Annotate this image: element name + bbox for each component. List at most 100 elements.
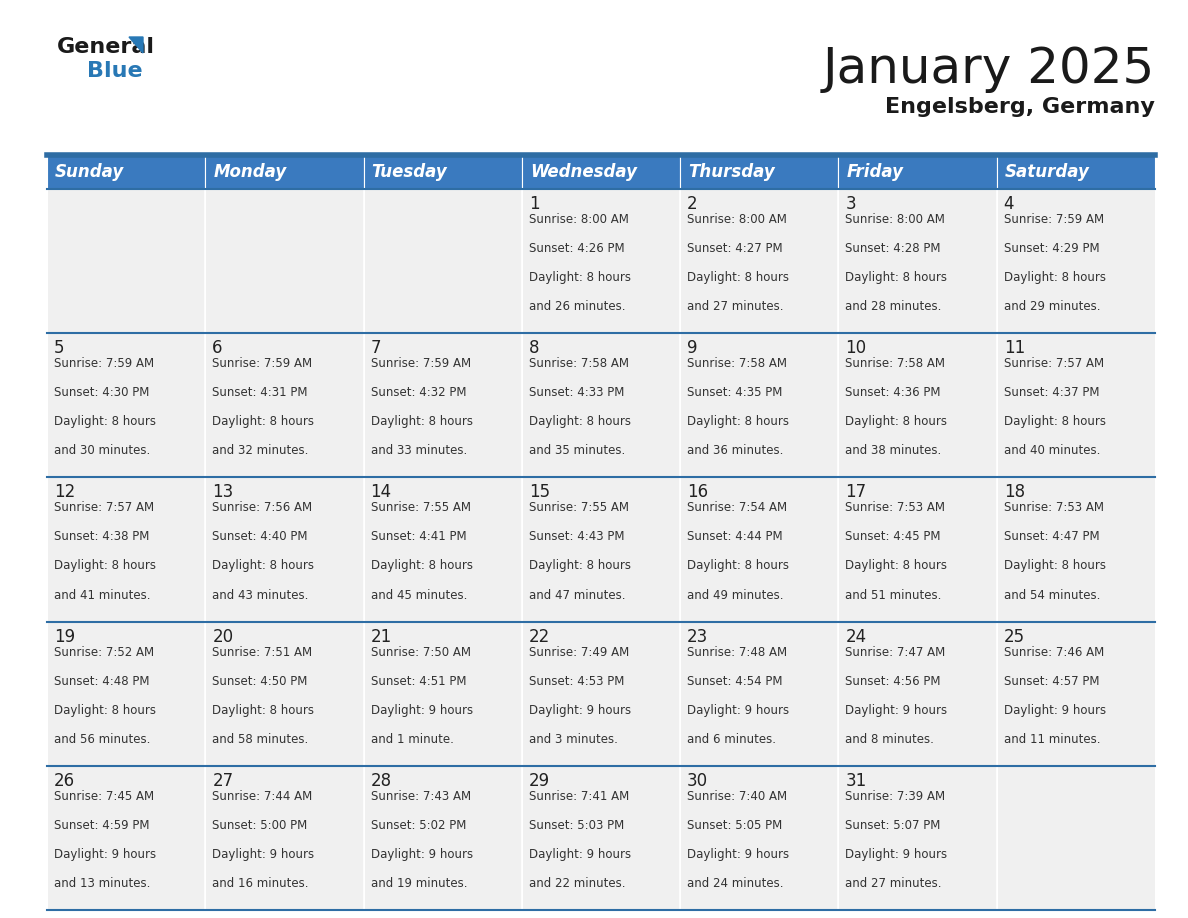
Text: 26: 26 (53, 772, 75, 789)
Bar (997, 333, 1155, 477)
Bar (364, 477, 522, 621)
Text: 21: 21 (371, 628, 392, 645)
Bar (522, 621, 681, 766)
Text: Sunrise: 7:58 AM: Sunrise: 7:58 AM (687, 357, 788, 370)
Text: Sunset: 4:26 PM: Sunset: 4:26 PM (529, 242, 625, 255)
Text: Engelsberg, Germany: Engelsberg, Germany (885, 97, 1155, 117)
Text: Sunset: 4:47 PM: Sunset: 4:47 PM (1004, 531, 1099, 543)
Bar (681, 477, 839, 621)
Text: Saturday: Saturday (1005, 163, 1089, 181)
Text: Sunrise: 7:57 AM: Sunrise: 7:57 AM (53, 501, 154, 514)
Text: Sunrise: 7:55 AM: Sunrise: 7:55 AM (529, 501, 628, 514)
Text: Sunset: 4:38 PM: Sunset: 4:38 PM (53, 531, 150, 543)
Text: 12: 12 (53, 484, 75, 501)
Text: and 36 minutes.: and 36 minutes. (687, 444, 784, 457)
Text: Daylight: 9 hours: Daylight: 9 hours (53, 848, 156, 861)
Text: and 45 minutes.: and 45 minutes. (371, 588, 467, 601)
Text: Daylight: 9 hours: Daylight: 9 hours (371, 704, 473, 717)
Text: Daylight: 8 hours: Daylight: 8 hours (846, 271, 947, 284)
Text: Daylight: 8 hours: Daylight: 8 hours (687, 415, 789, 429)
Bar (48, 333, 206, 477)
Bar (681, 155, 839, 189)
Text: and 38 minutes.: and 38 minutes. (846, 444, 942, 457)
Text: Sunset: 4:30 PM: Sunset: 4:30 PM (53, 386, 150, 399)
Text: Daylight: 8 hours: Daylight: 8 hours (213, 559, 315, 573)
Text: and 16 minutes.: and 16 minutes. (213, 877, 309, 890)
Text: Daylight: 8 hours: Daylight: 8 hours (846, 559, 947, 573)
Text: and 22 minutes.: and 22 minutes. (529, 877, 625, 890)
Text: Daylight: 9 hours: Daylight: 9 hours (213, 848, 315, 861)
Text: Daylight: 9 hours: Daylight: 9 hours (846, 848, 948, 861)
Text: Daylight: 8 hours: Daylight: 8 hours (371, 559, 473, 573)
Text: Sunset: 5:05 PM: Sunset: 5:05 PM (687, 819, 783, 832)
Text: Friday: Friday (846, 163, 903, 181)
Text: General: General (57, 37, 154, 57)
Text: 4: 4 (1004, 195, 1015, 213)
Text: Daylight: 9 hours: Daylight: 9 hours (529, 848, 631, 861)
Text: Daylight: 8 hours: Daylight: 8 hours (213, 415, 315, 429)
Text: Thursday: Thursday (688, 163, 775, 181)
Text: Sunrise: 7:52 AM: Sunrise: 7:52 AM (53, 645, 154, 658)
Text: 5: 5 (53, 339, 64, 357)
Text: Daylight: 8 hours: Daylight: 8 hours (529, 271, 631, 284)
Bar (997, 766, 1155, 910)
Text: and 19 minutes.: and 19 minutes. (371, 877, 467, 890)
Text: 31: 31 (846, 772, 867, 789)
Text: 18: 18 (1004, 484, 1025, 501)
Text: Sunrise: 7:49 AM: Sunrise: 7:49 AM (529, 645, 630, 658)
Text: 10: 10 (846, 339, 866, 357)
Text: Daylight: 8 hours: Daylight: 8 hours (687, 271, 789, 284)
Bar (997, 155, 1155, 189)
Text: and 49 minutes.: and 49 minutes. (687, 588, 784, 601)
Text: and 58 minutes.: and 58 minutes. (213, 733, 309, 745)
Text: Sunrise: 7:45 AM: Sunrise: 7:45 AM (53, 789, 154, 803)
Text: Sunrise: 7:43 AM: Sunrise: 7:43 AM (371, 789, 470, 803)
Text: 15: 15 (529, 484, 550, 501)
Text: Sunset: 4:57 PM: Sunset: 4:57 PM (1004, 675, 1099, 688)
Text: 30: 30 (687, 772, 708, 789)
Bar (48, 766, 206, 910)
Bar (681, 621, 839, 766)
Text: 9: 9 (687, 339, 697, 357)
Text: Wednesday: Wednesday (530, 163, 637, 181)
Bar (364, 333, 522, 477)
Text: Sunrise: 8:00 AM: Sunrise: 8:00 AM (846, 213, 946, 226)
Bar (206, 477, 364, 621)
Text: 22: 22 (529, 628, 550, 645)
Bar (522, 766, 681, 910)
Polygon shape (129, 37, 143, 53)
Bar (839, 189, 997, 333)
Text: Sunset: 4:53 PM: Sunset: 4:53 PM (529, 675, 624, 688)
Text: Sunset: 5:03 PM: Sunset: 5:03 PM (529, 819, 624, 832)
Text: and 43 minutes.: and 43 minutes. (213, 588, 309, 601)
Text: 1: 1 (529, 195, 539, 213)
Text: and 28 minutes.: and 28 minutes. (846, 300, 942, 313)
Text: and 41 minutes.: and 41 minutes. (53, 588, 151, 601)
Bar (206, 621, 364, 766)
Text: and 30 minutes.: and 30 minutes. (53, 444, 150, 457)
Text: Sunrise: 7:48 AM: Sunrise: 7:48 AM (687, 645, 788, 658)
Text: Sunset: 4:31 PM: Sunset: 4:31 PM (213, 386, 308, 399)
Bar (522, 155, 681, 189)
Text: and 40 minutes.: and 40 minutes. (1004, 444, 1100, 457)
Text: Sunset: 4:35 PM: Sunset: 4:35 PM (687, 386, 783, 399)
Text: Sunrise: 7:50 AM: Sunrise: 7:50 AM (371, 645, 470, 658)
Text: Daylight: 8 hours: Daylight: 8 hours (529, 415, 631, 429)
Text: and 3 minutes.: and 3 minutes. (529, 733, 618, 745)
Bar (681, 189, 839, 333)
Bar (206, 333, 364, 477)
Text: Daylight: 8 hours: Daylight: 8 hours (371, 415, 473, 429)
Text: Sunrise: 7:59 AM: Sunrise: 7:59 AM (213, 357, 312, 370)
Text: Sunset: 4:45 PM: Sunset: 4:45 PM (846, 531, 941, 543)
Text: Sunrise: 7:58 AM: Sunrise: 7:58 AM (529, 357, 628, 370)
Text: 7: 7 (371, 339, 381, 357)
Text: 11: 11 (1004, 339, 1025, 357)
Text: Sunrise: 7:58 AM: Sunrise: 7:58 AM (846, 357, 946, 370)
Text: Daylight: 9 hours: Daylight: 9 hours (1004, 704, 1106, 717)
Text: Daylight: 8 hours: Daylight: 8 hours (529, 559, 631, 573)
Text: Monday: Monday (214, 163, 286, 181)
Bar (364, 766, 522, 910)
Text: Daylight: 8 hours: Daylight: 8 hours (53, 559, 156, 573)
Text: and 24 minutes.: and 24 minutes. (687, 877, 784, 890)
Text: 27: 27 (213, 772, 233, 789)
